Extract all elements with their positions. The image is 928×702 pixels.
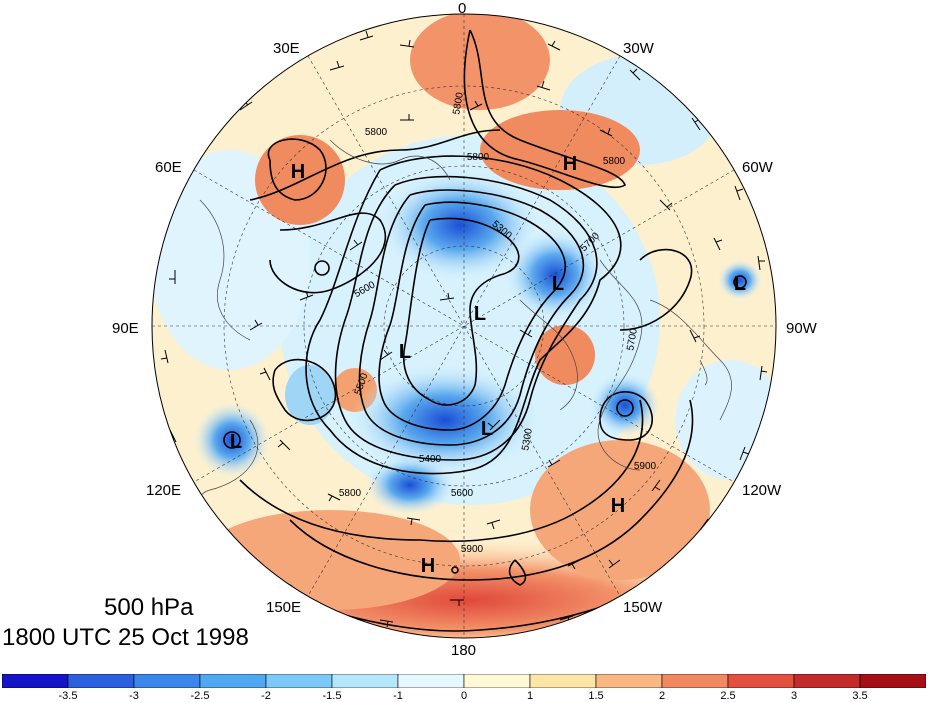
longitude-label-90e: 90E [112, 320, 139, 337]
cold-core-center [350, 365, 540, 475]
longitude-label-120w: 120W [742, 482, 782, 499]
contour-label: 5800 [603, 156, 626, 167]
colorbar-tick-label: -2.5 [190, 690, 210, 702]
cold-core-northeast [505, 230, 605, 320]
warm-zone-north-ridge [480, 110, 640, 190]
colorbar-swatch [133, 674, 201, 688]
colorbar-tick-label: 2.5 [720, 690, 736, 702]
colorbar-tick-label: 1 [526, 690, 534, 702]
height-contours [223, 29, 747, 632]
high-center-southeast: H [611, 495, 625, 517]
colorbar-swatch [265, 674, 333, 688]
contour-label: 5800 [467, 152, 490, 163]
colorbar-tick-label: -1.5 [322, 690, 342, 702]
low-center-pole: L [474, 303, 486, 325]
cold-core-far-east [718, 260, 762, 300]
contour-label: 5800 [365, 127, 388, 138]
contour-label: 5300 [520, 427, 535, 451]
longitude-label-30e: 30E [273, 40, 300, 57]
contour-label: 5900 [461, 544, 484, 555]
colorbar-swatch [529, 674, 597, 688]
contour-label: 5400 [419, 454, 442, 465]
colorbar-swatch [595, 674, 663, 688]
longitude-label-150w: 150W [623, 599, 663, 616]
contour-label: 5700 [625, 327, 640, 351]
warm-zone-center [535, 325, 595, 385]
high-center-north: H [291, 161, 305, 183]
high-center-northeast: H [563, 153, 577, 175]
colorbar-swatch [859, 674, 926, 688]
colorbar-tick-label: 0 [460, 690, 468, 702]
colorbar-tick-label: 3 [790, 690, 798, 702]
colorbar-tick-label: -3 [129, 690, 139, 702]
colorbar-swatch [793, 674, 861, 688]
longitude-label-180: 180 [451, 642, 477, 659]
warm-zone-southeast [530, 440, 710, 580]
colorbar [2, 674, 926, 688]
pressure-center-labels: H H L L L L L L H H [230, 153, 746, 577]
high-center-south: H [421, 555, 435, 577]
colorbar-swatch [67, 674, 135, 688]
colorbar-tick-label: 1.5 [588, 690, 604, 702]
contour-label: 5900 [634, 461, 657, 472]
contour-label: 5800 [339, 488, 362, 499]
contour-label: 5800 [451, 91, 466, 115]
low-center-south-inner: L [481, 418, 493, 440]
colorbar-tick-label: -3.5 [58, 690, 78, 702]
longitude-label-60e: 60E [155, 159, 182, 176]
valid-time-title: 1800 UTC 25 Oct 1998 [2, 624, 249, 651]
longitude-label-90w: 90W [786, 320, 817, 337]
globe: H H L L L L L L H H 5800 5800 5800 5800 … [151, 13, 777, 639]
longitude-label-150e: 150E [266, 599, 302, 616]
polar-stereographic-map: H H L L L L L L H H 5800 5800 5800 5800 … [151, 13, 777, 639]
colorbar-swatch [199, 674, 267, 688]
cold-core-south [365, 455, 455, 515]
low-center-far-east: L [734, 273, 746, 295]
low-center-northeast: L [552, 273, 564, 295]
longitude-label-60w: 60W [742, 159, 773, 176]
globe-outline [151, 13, 777, 639]
contour-label: 5600 [451, 488, 474, 499]
low-center-west: L [230, 431, 242, 453]
longitude-label-0: 0 [458, 0, 467, 17]
colorbar-swatch [397, 674, 465, 688]
warm-zone-northwest [255, 135, 345, 225]
colorbar-tick-label: 2 [658, 690, 666, 702]
coastlines [198, 139, 732, 531]
wind-barbs [160, 30, 768, 628]
pressure-level-title: 500 hPa [104, 594, 194, 621]
cold-zone-east [675, 360, 776, 480]
longitude-label-30w: 30W [623, 40, 654, 57]
colorbar-swatch [331, 674, 399, 688]
colorbar-swatch [661, 674, 729, 688]
colorbar-swatch [463, 674, 531, 688]
colorbar-tick-label: -1 [393, 690, 403, 702]
colorbar-tick-label: -2 [261, 690, 271, 702]
low-center-west-inner: L [399, 341, 411, 363]
colorbar-swatch [727, 674, 795, 688]
warm-zone-north [410, 14, 550, 110]
colorbar-tick-label: 3.5 [852, 690, 868, 702]
longitude-label-120e: 120E [146, 482, 182, 499]
colorbar-swatch [2, 674, 69, 688]
